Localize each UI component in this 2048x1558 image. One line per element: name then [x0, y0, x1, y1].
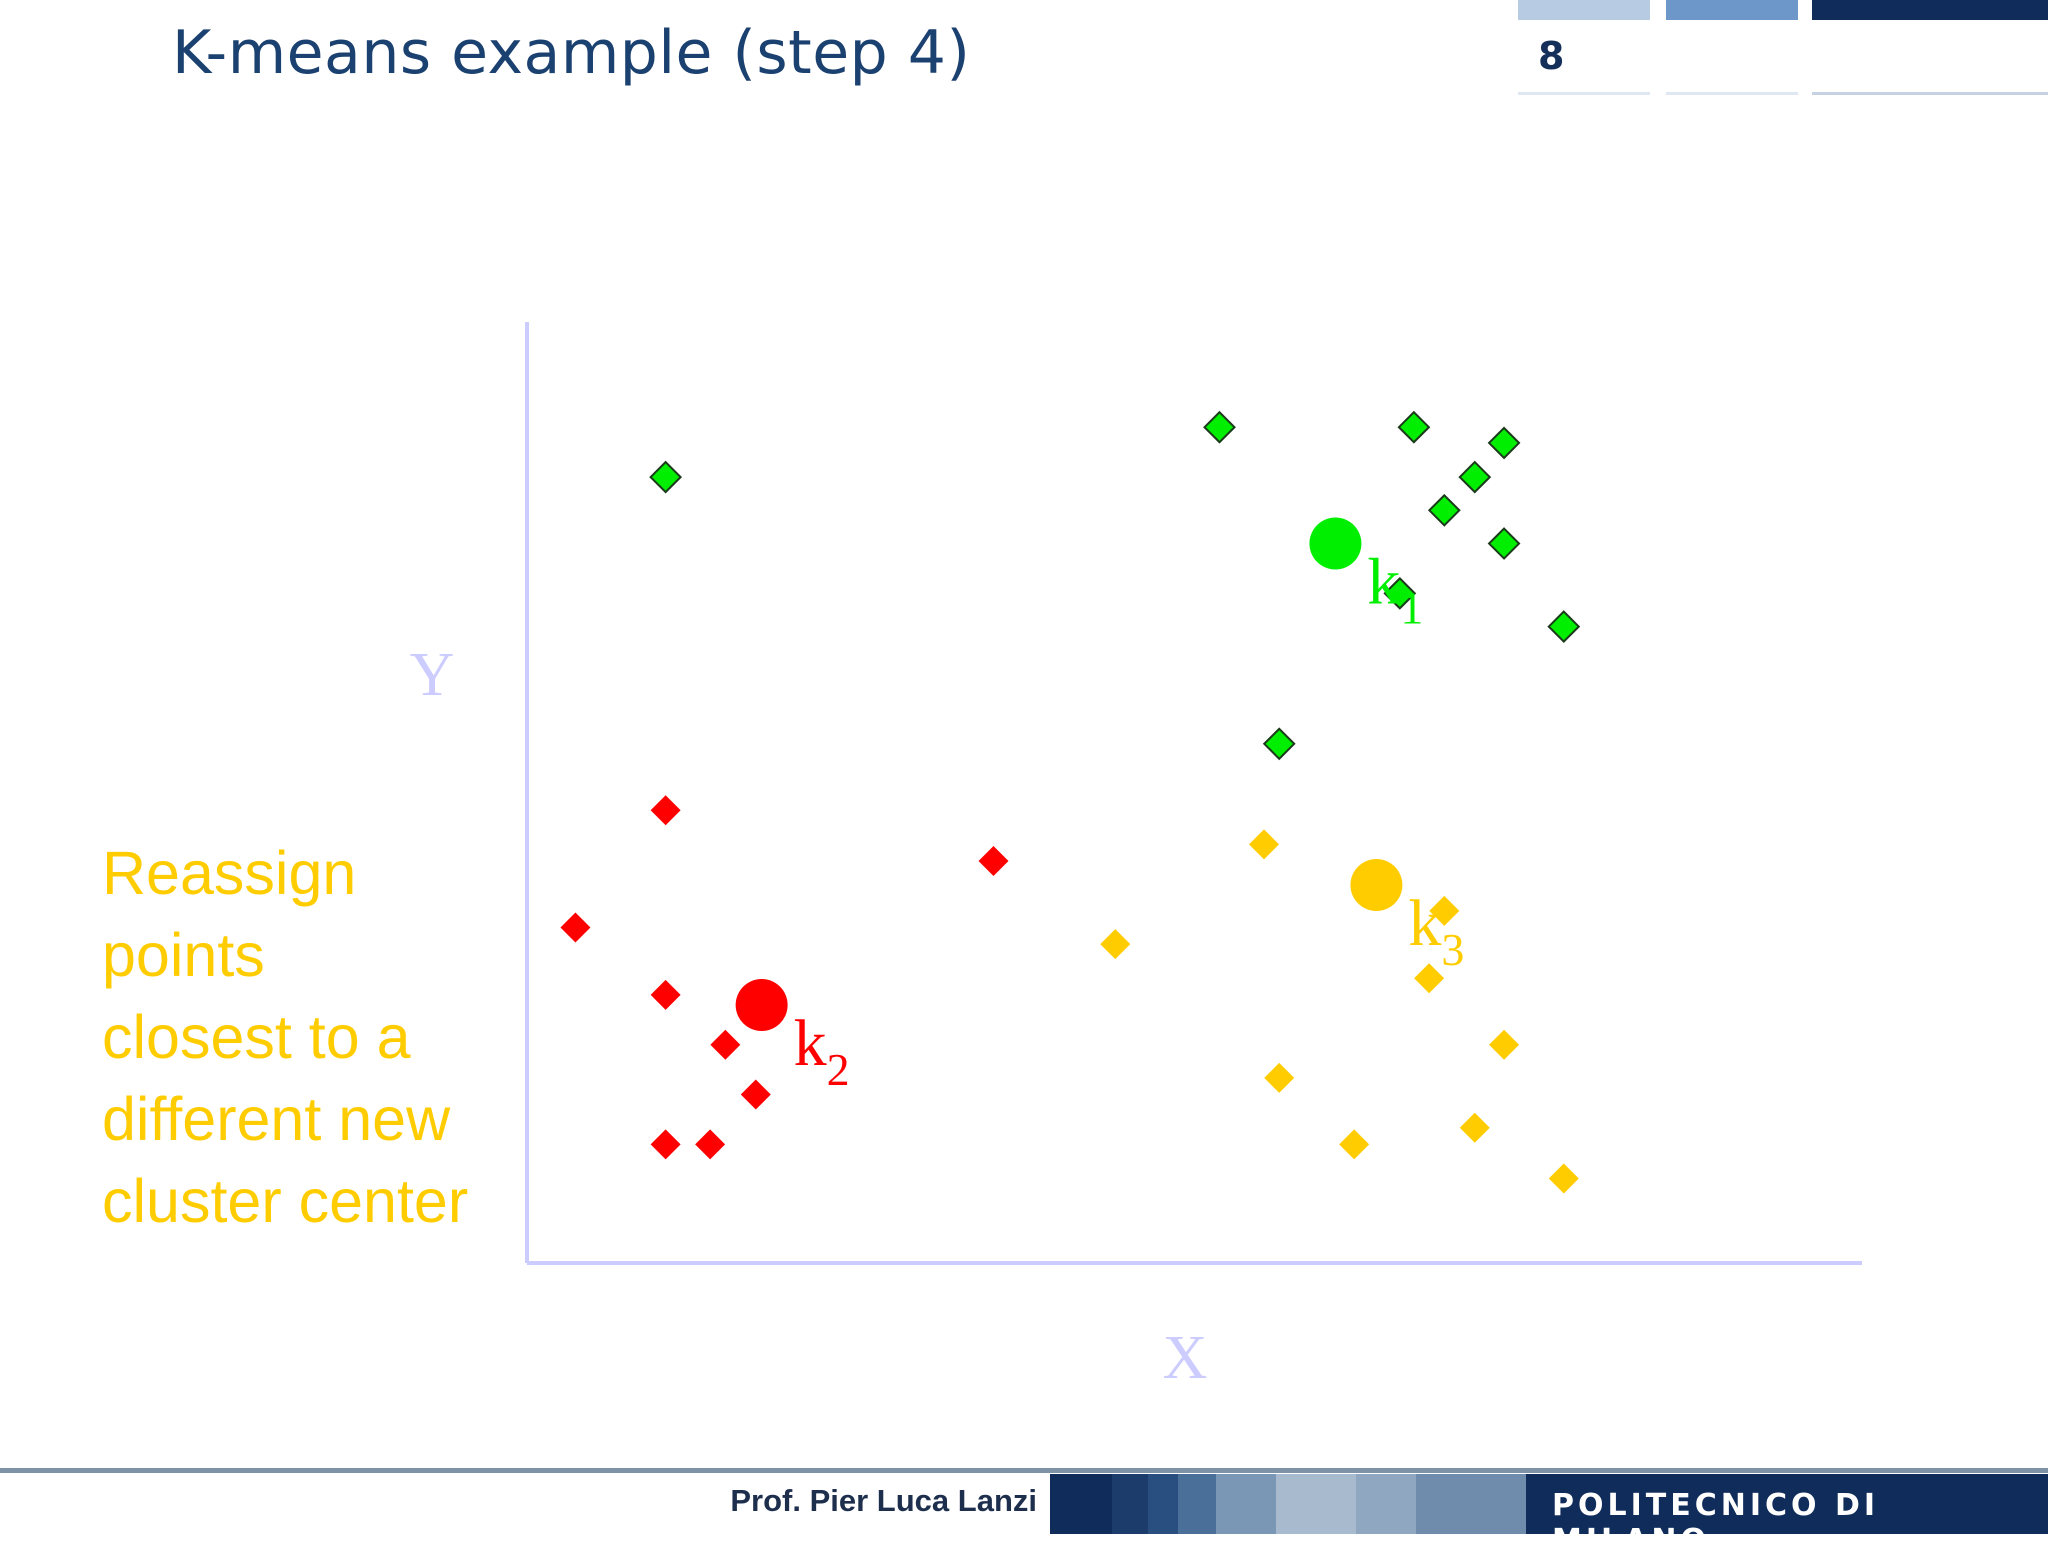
footer-brand-logo: POLITECNICO DI MILANO	[1552, 1488, 1880, 1558]
centroid-label-subscript: 3	[1441, 924, 1464, 975]
plot-axes	[525, 322, 1862, 1265]
footer-strip-block	[1216, 1474, 1276, 1534]
data-point-k2	[650, 1129, 681, 1160]
data-point-k1	[1397, 410, 1431, 444]
page-number: 8	[1538, 34, 1565, 78]
centroid-marker-k2	[735, 979, 788, 1032]
data-point-k3	[1248, 829, 1279, 860]
annotation-line: different new	[102, 1085, 451, 1153]
annotation-line: closest to a	[102, 1003, 411, 1071]
header-rule-1	[1518, 92, 1650, 95]
annotation-line: cluster center	[102, 1167, 469, 1235]
footer-rule	[0, 1468, 2048, 1473]
data-point-k3	[1100, 929, 1131, 960]
data-point-k2	[650, 979, 681, 1010]
data-point-k3	[1429, 895, 1460, 926]
x-axis-label: X	[1163, 1324, 1208, 1392]
centroid-marker-k1	[1309, 517, 1362, 570]
y-axis-label: Y	[410, 641, 455, 709]
footer-strip-block	[1050, 1474, 1112, 1534]
centroid-label-subscript: 2	[827, 1044, 850, 1095]
data-point-k1	[1458, 460, 1492, 494]
centroid-label-k3: k3	[1408, 887, 1464, 975]
data-point-k2	[740, 1079, 771, 1110]
data-point-k3	[1489, 1029, 1520, 1060]
data-point-k1	[1487, 527, 1521, 560]
data-point-k1	[1383, 576, 1417, 610]
header-accent-bar-medium	[1666, 0, 1798, 20]
data-point-k1	[1262, 727, 1296, 761]
footer-strip-block	[1112, 1474, 1148, 1534]
data-point-k3	[1264, 1062, 1295, 1093]
data-point-k3	[1459, 1112, 1490, 1143]
footer-strip-block	[1148, 1474, 1178, 1534]
data-point-k3	[1339, 1129, 1370, 1160]
annotation-line: points	[102, 921, 265, 989]
centroid-label-k1: k1	[1367, 546, 1423, 634]
centroid-marker-k3	[1350, 859, 1403, 912]
data-point-k1	[1487, 426, 1521, 460]
data-point-k2	[650, 795, 681, 826]
data-point-k2	[710, 1029, 741, 1060]
data-point-k3	[1414, 963, 1445, 994]
data-point-k1	[649, 460, 683, 494]
footer-strip-block	[1276, 1474, 1356, 1534]
header-accent-bar-light	[1518, 0, 1650, 20]
footer-strip-block	[1416, 1474, 1526, 1534]
header-accent-bar-dark	[1812, 0, 2048, 20]
plot-marks: k1 k2 k3	[560, 410, 1581, 1194]
footer-strip-block	[1526, 1474, 2048, 1534]
footer-color-strip	[1050, 1474, 2048, 1534]
centroid-label-subscript: 1	[1400, 583, 1423, 634]
data-point-k2	[978, 846, 1009, 877]
data-point-k1	[1547, 610, 1581, 644]
data-point-k2	[695, 1129, 726, 1160]
annotation-line: Reassign	[102, 839, 357, 907]
centroid-label-k2: k2	[794, 1007, 850, 1095]
data-point-k1	[1427, 493, 1461, 527]
header-rule-3	[1812, 92, 2048, 95]
data-point-k3	[1548, 1163, 1579, 1194]
header-rule-2	[1666, 92, 1798, 95]
data-point-k2	[560, 912, 591, 943]
footer-strip-block	[1178, 1474, 1216, 1534]
data-point-k1	[1203, 410, 1236, 444]
footer-author: Prof. Pier Luca Lanzi	[730, 1483, 1037, 1518]
slide-title: K-means example (step 4)	[172, 18, 971, 88]
footer-strip-block	[1356, 1474, 1416, 1534]
reassign-annotation: Reassign points closest to a different n…	[102, 832, 468, 1242]
